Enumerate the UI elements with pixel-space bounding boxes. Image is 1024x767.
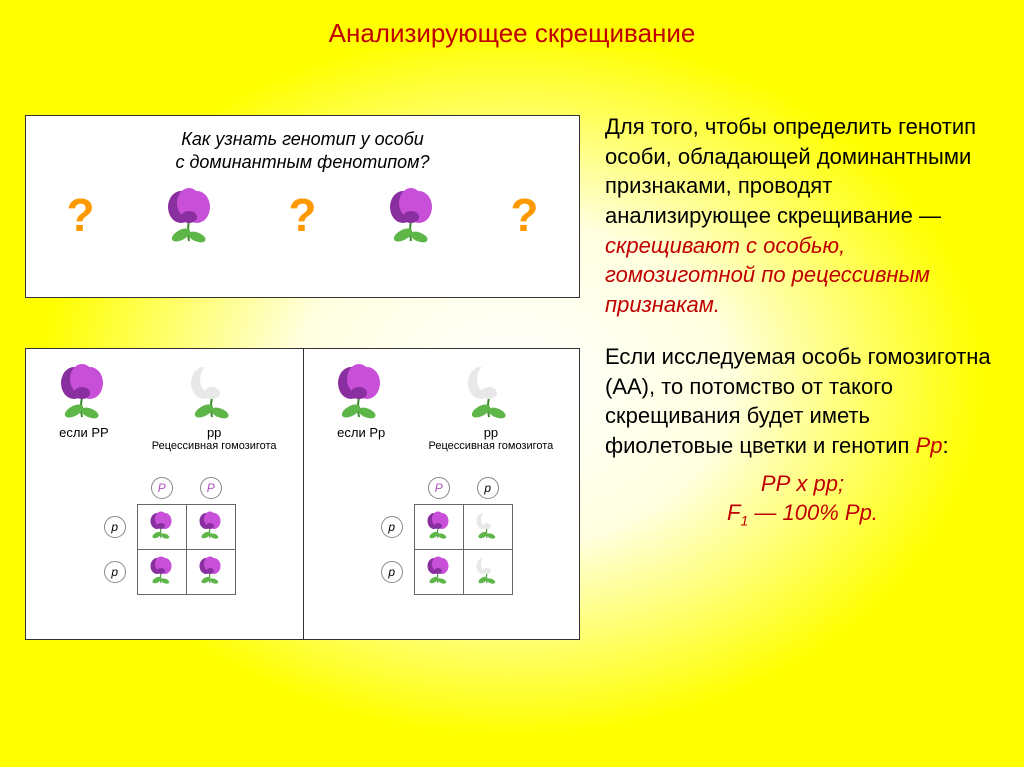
allele-p: p [477, 477, 499, 499]
flower-purple-icon [329, 359, 393, 423]
question-text: Как узнать генотип у особи с доминантным… [34, 128, 571, 175]
flower-purple-icon [381, 183, 445, 247]
flower-purple-icon [146, 528, 178, 545]
allele-P: P [200, 477, 222, 499]
punnett-cell [463, 505, 512, 550]
formula-block: РР х рр; F1 — 100% Рр. [605, 469, 1000, 531]
flower-purple-icon [52, 359, 116, 423]
parent-pp-recessive: рр Рецессивная гомозигота [152, 359, 277, 452]
punnett-cell [137, 505, 186, 550]
allele-p: p [381, 516, 403, 538]
question-box: Как узнать генотип у особи с доминантным… [25, 115, 580, 298]
flower-purple-icon [423, 528, 455, 545]
flower-purple-icon [146, 573, 178, 590]
punnett-cell [137, 550, 186, 595]
flower-purple-icon [159, 183, 223, 247]
question-mark-icon: ? [66, 188, 94, 242]
flower-white-icon [459, 359, 523, 423]
flower-purple-icon [423, 573, 455, 590]
parent-pp-recessive: рр Рецессивная гомозигота [429, 359, 554, 452]
punnett-square-right: P p p p [370, 472, 513, 595]
cross-case-homozygous: если РР рр Рецессивная гомозигота P [26, 349, 303, 639]
explanation-text: Для того, чтобы определить генотип особи… [605, 112, 1000, 531]
flower-white-icon [472, 528, 504, 545]
allele-p: p [104, 516, 126, 538]
punnett-cell [186, 505, 235, 550]
paragraph-2: Если исследуемая особь гомозиготна (АА),… [605, 342, 1000, 461]
cross-diagram-box: если РР рр Рецессивная гомозигота P [25, 348, 580, 640]
punnett-cell [414, 550, 463, 595]
allele-p: p [104, 561, 126, 583]
question-mark-icon: ? [510, 188, 538, 242]
parent-PP: если РР [52, 359, 116, 452]
flower-purple-icon [195, 528, 227, 545]
punnett-cell [186, 550, 235, 595]
paragraph-1: Для того, чтобы определить генотип особи… [605, 112, 1000, 320]
punnett-square-left: P P p p [93, 472, 236, 595]
allele-P: P [428, 477, 450, 499]
question-mark-icon: ? [288, 188, 316, 242]
flower-white-icon [472, 573, 504, 590]
punnett-cell [463, 550, 512, 595]
parent-Pp: если Рр [329, 359, 393, 452]
formula-f1: F1 — 100% Рр. [605, 498, 1000, 530]
cross-case-heterozygous: если Рр рр Рецессивная гомозигота P [303, 349, 580, 639]
allele-p: p [381, 561, 403, 583]
flower-purple-icon [195, 573, 227, 590]
allele-P: P [151, 477, 173, 499]
formula-parents: РР х рр; [605, 469, 1000, 499]
page-title: Анализирующее скрещивание [0, 0, 1024, 49]
punnett-cell [414, 505, 463, 550]
flower-white-icon [182, 359, 246, 423]
